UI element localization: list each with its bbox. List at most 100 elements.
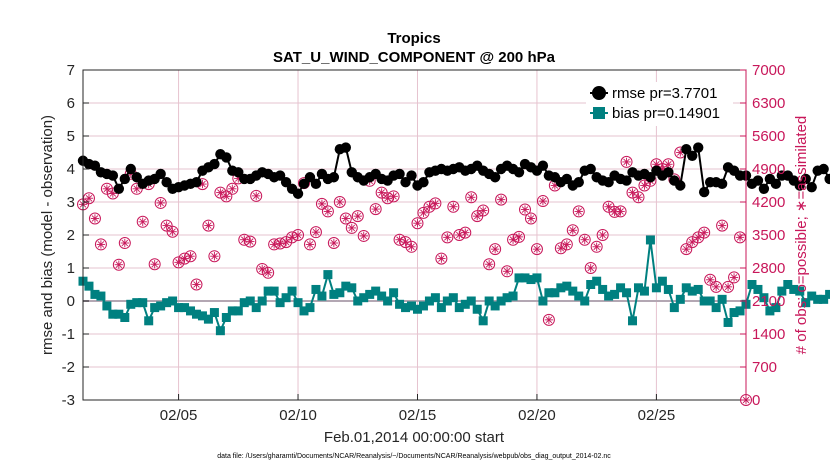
- obs-assimilated-star: [246, 238, 254, 245]
- rmse-point: [645, 172, 656, 183]
- y2-tick-label: 2800: [752, 260, 785, 277]
- bias-point: [359, 293, 369, 303]
- bias-point: [90, 289, 100, 299]
- legend-bias-marker: [593, 107, 605, 119]
- obs-marker: [489, 243, 502, 256]
- obs-marker: [226, 182, 239, 195]
- obs-possible-circle: [632, 191, 645, 204]
- obs-assimilated-star: [175, 259, 182, 266]
- rmse-point: [394, 168, 405, 180]
- bias-point: [251, 303, 261, 313]
- rmse-point: [155, 168, 166, 180]
- rmse-point: [675, 180, 686, 191]
- obs-assimilated-star: [527, 215, 535, 222]
- obs-possible-circle: [441, 231, 454, 244]
- bias-point: [162, 298, 172, 308]
- obs-possible-circle: [680, 243, 693, 256]
- obs-marker: [435, 252, 448, 265]
- obs-assimilated-star: [139, 218, 147, 226]
- obs-possible-circle: [447, 200, 460, 213]
- obs-possible-circle: [465, 191, 478, 204]
- bias-point: [317, 291, 327, 301]
- obs-marker: [578, 233, 591, 246]
- bias-point: [580, 296, 590, 306]
- obs-marker: [519, 203, 531, 216]
- rmse-point: [161, 177, 172, 188]
- obs-possible-circle: [345, 221, 358, 234]
- obs-marker: [566, 224, 579, 237]
- obs-possible-circle: [536, 195, 549, 208]
- bias-point: [663, 284, 673, 294]
- bias-point: [323, 270, 333, 280]
- obs-marker: [309, 226, 322, 239]
- obs-possible-circle: [190, 278, 203, 291]
- obs-marker: [596, 229, 609, 241]
- obs-possible-circle: [459, 226, 472, 239]
- obs-marker: [94, 238, 107, 251]
- obs-marker: [387, 190, 400, 203]
- obs-possible-circle: [369, 203, 382, 216]
- bias-point: [132, 298, 142, 308]
- bias-point: [586, 280, 596, 289]
- obs-assimilated-star: [408, 243, 415, 251]
- bias-point: [353, 296, 363, 306]
- obs-possible-circle: [710, 280, 723, 293]
- obs-assimilated-star: [479, 207, 487, 214]
- obs-possible-circle: [202, 219, 215, 232]
- rmse-point: [304, 172, 316, 183]
- obs-possible-circle: [453, 229, 466, 241]
- obs-assimilated-star: [569, 226, 577, 234]
- bias-point: [604, 291, 614, 301]
- bias-point: [395, 299, 405, 309]
- bias-point: [777, 286, 787, 296]
- bias-point: [711, 303, 721, 313]
- y2-tick-label: 3500: [752, 227, 785, 244]
- bias-point: [442, 296, 452, 306]
- bias-point: [377, 291, 387, 301]
- obs-assimilated-star: [688, 238, 696, 246]
- bias-point: [556, 283, 566, 293]
- bias-point: [484, 296, 494, 306]
- bias-point: [598, 284, 608, 294]
- bias-point: [771, 303, 781, 313]
- bias-point: [610, 289, 620, 299]
- y2-tick-label: 4200: [752, 194, 785, 211]
- obs-assimilated-star: [115, 261, 123, 268]
- bias-point: [335, 288, 345, 298]
- obs-possible-circle: [596, 229, 609, 241]
- obs-marker: [614, 205, 627, 218]
- obs-possible-circle: [614, 205, 627, 218]
- bias-point: [197, 311, 207, 321]
- bias-point: [138, 298, 148, 308]
- y-tick-label: 1: [67, 260, 75, 277]
- x-tick-label: 02/25: [638, 407, 676, 424]
- rmse-point: [119, 173, 131, 185]
- obs-assimilated-star: [724, 283, 732, 291]
- obs-assimilated-star: [629, 189, 636, 196]
- bias-point: [454, 303, 464, 313]
- y2-tick-label: 7000: [752, 62, 785, 79]
- bias-point: [616, 283, 626, 293]
- obs-possible-circle: [728, 271, 741, 284]
- obs-marker: [172, 256, 185, 269]
- obs-assimilated-star: [91, 215, 99, 222]
- bias-point: [263, 286, 273, 296]
- bias-point: [84, 281, 94, 291]
- obs-assimilated-star: [682, 245, 690, 253]
- axes: -3 -2 -1 0 1 2 3 4 5 6 7 0 700 1400 2100 2800 3500 4200 49…: [62, 62, 786, 424]
- obs-possible-circle: [333, 196, 346, 208]
- obs-possible-circle: [429, 197, 442, 210]
- obs-assimilated-star: [187, 252, 194, 260]
- obs-marker: [542, 313, 555, 326]
- obs-assimilated-star: [617, 208, 624, 215]
- obs-possible-circle: [405, 240, 418, 253]
- rmse-point: [89, 160, 101, 171]
- obs-marker: [501, 265, 514, 278]
- obs-assimilated-star: [121, 239, 129, 247]
- bias-point: [813, 294, 823, 304]
- obs-marker: [148, 258, 161, 271]
- bias-point: [239, 298, 249, 308]
- obs-assimilated-star: [706, 276, 714, 284]
- obs-assimilated-star: [372, 205, 379, 213]
